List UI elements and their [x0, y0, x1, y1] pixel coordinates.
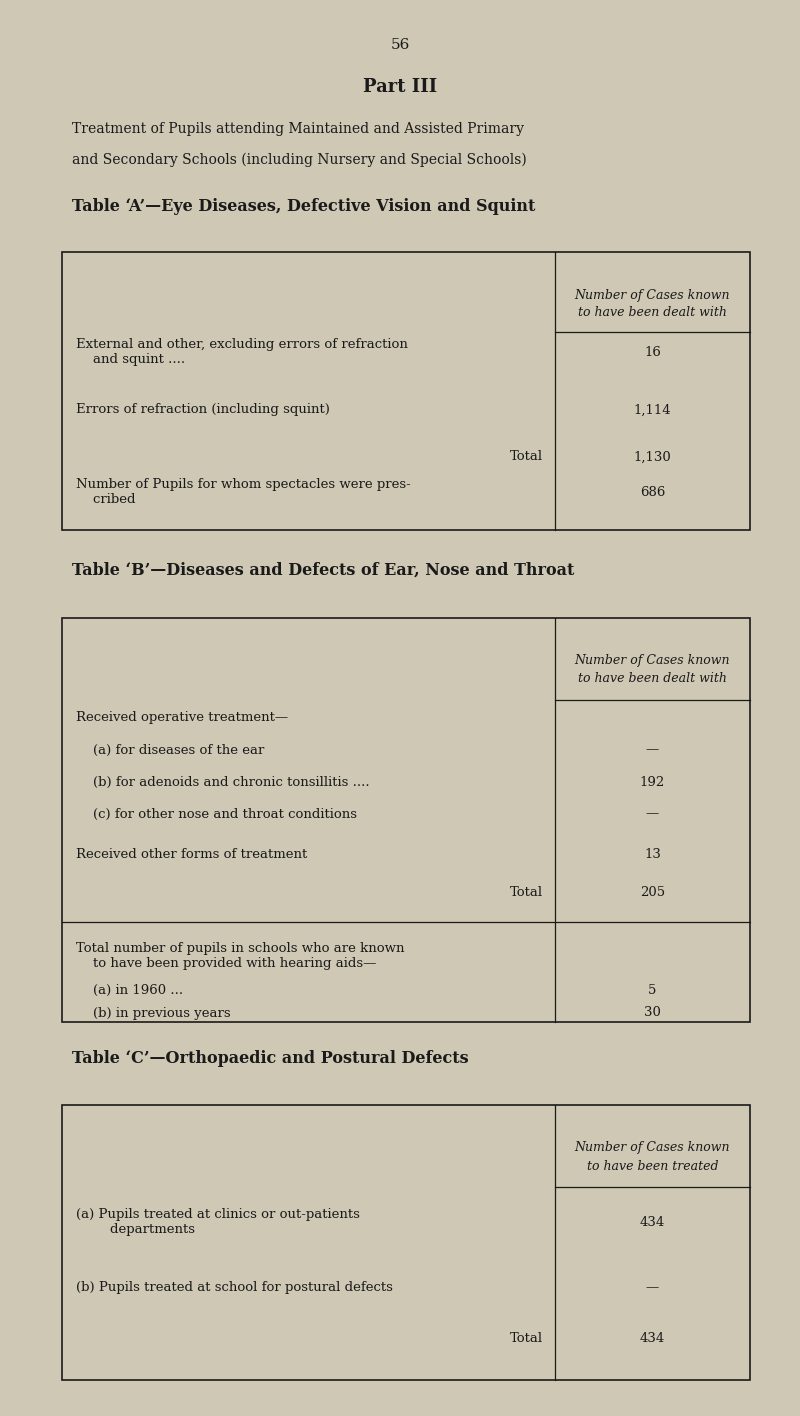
Text: 1,130: 1,130 — [634, 450, 671, 463]
Text: —: — — [646, 807, 659, 820]
Text: 1,114: 1,114 — [634, 404, 671, 416]
Text: Total: Total — [510, 886, 543, 899]
Text: 434: 434 — [640, 1331, 665, 1345]
Text: Received other forms of treatment: Received other forms of treatment — [76, 848, 307, 861]
Text: —: — — [646, 1281, 659, 1294]
Text: Number of Cases known
to have been dealt with: Number of Cases known to have been dealt… — [574, 654, 730, 685]
Text: —: — — [646, 743, 659, 756]
Text: (b) Pupils treated at school for postural defects: (b) Pupils treated at school for postura… — [76, 1281, 393, 1294]
Text: (c) for other nose and throat conditions: (c) for other nose and throat conditions — [76, 807, 357, 820]
Text: 686: 686 — [640, 486, 665, 498]
Bar — [62, 617, 750, 1022]
Text: Table ‘B’—Diseases and Defects of Ear, Nose and Throat: Table ‘B’—Diseases and Defects of Ear, N… — [72, 562, 574, 579]
Text: (b) in previous years: (b) in previous years — [76, 1007, 230, 1020]
Text: Total: Total — [510, 1331, 543, 1345]
Text: and Secondary Schools (including Nursery and Special Schools): and Secondary Schools (including Nursery… — [72, 153, 526, 167]
Bar — [62, 252, 750, 530]
Text: Total: Total — [510, 450, 543, 463]
Text: Treatment of Pupils attending Maintained and Assisted Primary: Treatment of Pupils attending Maintained… — [72, 122, 524, 136]
Text: Table ‘C’—Orthopaedic and Postural Defects: Table ‘C’—Orthopaedic and Postural Defec… — [72, 1051, 469, 1068]
Text: 30: 30 — [644, 1007, 661, 1020]
Text: (a) in 1960 ...: (a) in 1960 ... — [76, 984, 183, 997]
Text: Number of Cases known
to have been dealt with: Number of Cases known to have been dealt… — [574, 289, 730, 320]
Bar — [62, 1104, 750, 1381]
Text: 13: 13 — [644, 848, 661, 861]
Text: 192: 192 — [640, 776, 665, 789]
Text: Total number of pupils in schools who are known
    to have been provided with h: Total number of pupils in schools who ar… — [76, 942, 405, 970]
Text: Table ‘A’—Eye Diseases, Defective Vision and Squint: Table ‘A’—Eye Diseases, Defective Vision… — [72, 198, 535, 215]
Text: 16: 16 — [644, 346, 661, 358]
Text: Part III: Part III — [363, 78, 437, 96]
Text: 434: 434 — [640, 1215, 665, 1229]
Text: Received operative treatment—: Received operative treatment— — [76, 711, 288, 725]
Text: Number of Pupils for whom spectacles were pres-
    cribed: Number of Pupils for whom spectacles wer… — [76, 479, 410, 506]
Text: (b) for adenoids and chronic tonsillitis ....: (b) for adenoids and chronic tonsillitis… — [76, 776, 370, 789]
Text: Number of Cases known
to have been treated: Number of Cases known to have been treat… — [574, 1141, 730, 1172]
Text: 5: 5 — [648, 984, 657, 997]
Text: (a) Pupils treated at clinics or out-patients
        departments: (a) Pupils treated at clinics or out-pat… — [76, 1208, 360, 1236]
Text: 205: 205 — [640, 886, 665, 899]
Text: Errors of refraction (including squint): Errors of refraction (including squint) — [76, 404, 330, 416]
Text: External and other, excluding errors of refraction
    and squint ....: External and other, excluding errors of … — [76, 338, 408, 365]
Text: (a) for diseases of the ear: (a) for diseases of the ear — [76, 743, 264, 756]
Text: 56: 56 — [390, 38, 410, 52]
